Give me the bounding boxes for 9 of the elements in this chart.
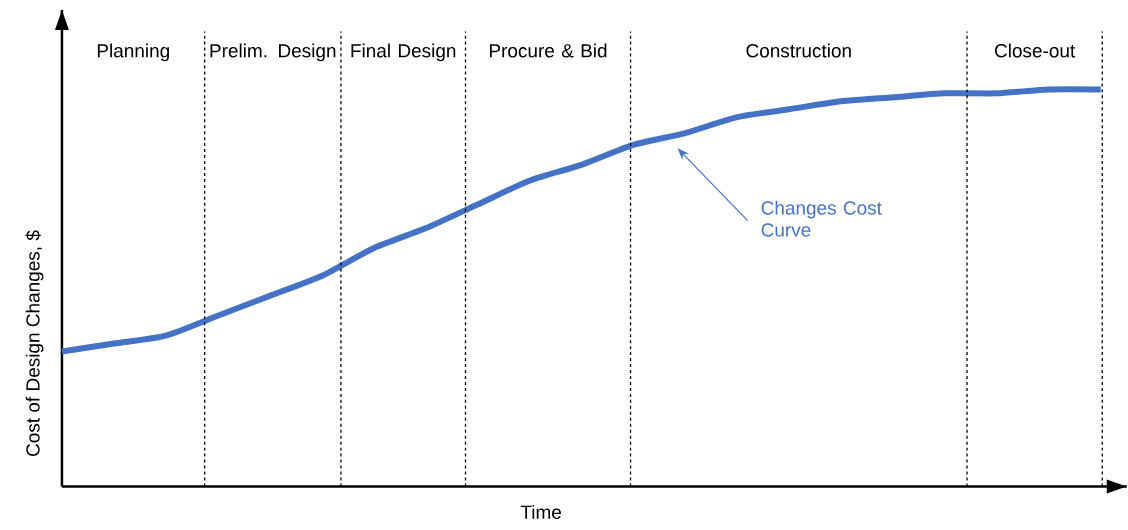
text: Final Design [351, 43, 456, 62]
text: Close-out [994, 43, 1076, 58]
text: Planning [97, 43, 169, 62]
y-axis-title: Cost of Design Changes, $ [25, 230, 44, 456]
text: Procure & Bid [489, 43, 607, 58]
text: Prelim. Design [210, 43, 336, 62]
x-axis-title: Time [520, 504, 561, 519]
text: Construction [746, 43, 851, 58]
annotation: Changes Cost Curve [761, 200, 882, 237]
